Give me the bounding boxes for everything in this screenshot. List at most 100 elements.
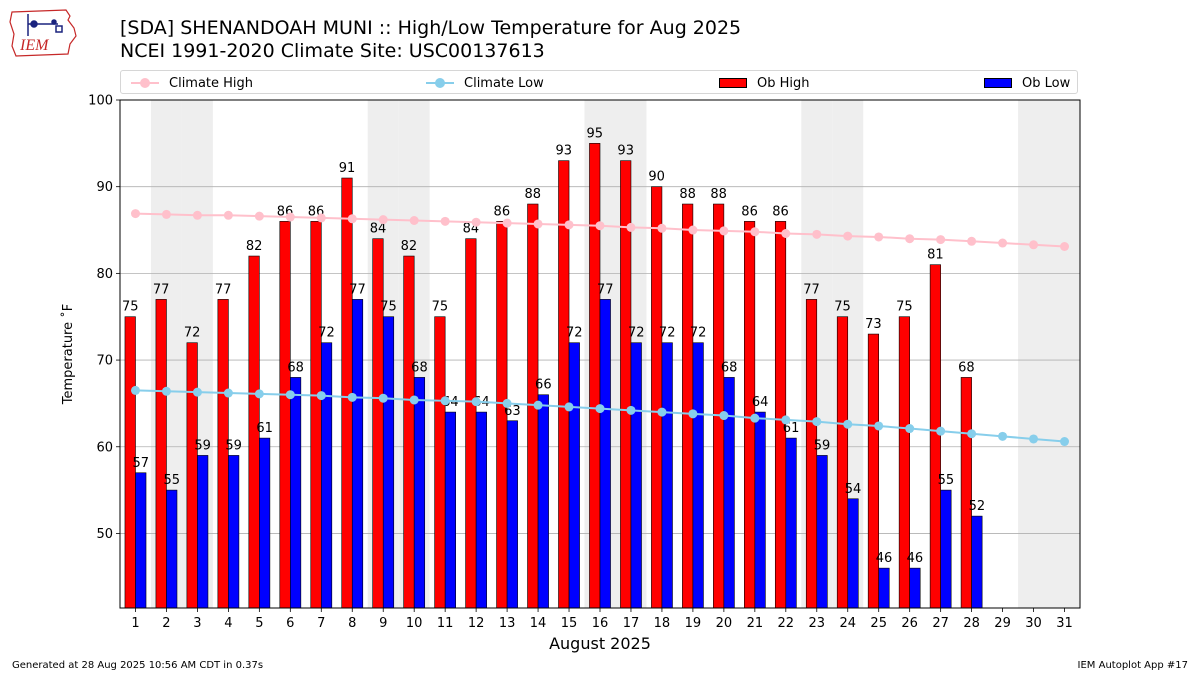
x-tick-label: 27: [932, 616, 949, 631]
climate-high-point: [564, 220, 574, 230]
climate-high-point: [750, 227, 760, 237]
climate-low-point: [285, 390, 295, 400]
x-tick-label: 25: [870, 616, 887, 631]
climate-high-point: [502, 218, 512, 228]
ob-low-bar: [630, 342, 642, 609]
ob-high-bar: [774, 221, 787, 609]
x-tick-label: 30: [1025, 616, 1042, 631]
climate-low-point: [688, 409, 698, 419]
ob-high-value-label: 88: [525, 187, 542, 202]
app-credit: IEM Autoplot App #17: [1077, 660, 1188, 671]
y-tick-label: 50: [96, 527, 113, 542]
ob-low-swatch: [984, 78, 1012, 88]
ob-low-bar: [537, 394, 549, 609]
legend-climate-high: Climate High: [131, 71, 253, 95]
climate-high-point: [223, 210, 233, 220]
ob-low-value-label: 68: [411, 360, 428, 375]
legend-ob-high-label: Ob High: [757, 75, 810, 91]
ob-low-bar: [568, 342, 580, 609]
y-tick-label: 90: [96, 180, 113, 195]
x-tick-label: 28: [963, 616, 980, 631]
climate-low-point: [781, 415, 791, 425]
climate-low-point: [657, 407, 667, 417]
y-tick-label: 60: [96, 440, 113, 455]
climate-low-point: [967, 429, 977, 439]
ob-low-bar: [166, 489, 178, 609]
ob-high-value-label: 93: [617, 144, 634, 159]
x-tick-label: 20: [716, 616, 733, 631]
ob-low-bar: [475, 411, 487, 609]
climate-low-point: [1060, 437, 1070, 447]
ob-high-bar: [805, 299, 818, 609]
ob-low-value-label: 75: [380, 300, 397, 315]
y-tick-label: 100: [88, 94, 113, 109]
climate-low-point: [130, 385, 140, 395]
x-tick-label: 4: [224, 616, 232, 631]
ob-low-value-label: 72: [690, 326, 707, 341]
x-tick-label: 22: [778, 616, 795, 631]
ob-high-value-label: 82: [401, 239, 418, 254]
climate-low-point: [936, 426, 946, 436]
legend-ob-low-label: Ob Low: [1022, 75, 1071, 91]
weekend-band: [1018, 100, 1050, 608]
climate-low-point: [409, 395, 419, 405]
ob-high-bar: [682, 203, 694, 609]
ob-low-value-label: 59: [194, 438, 211, 453]
climate-low-point: [812, 417, 822, 427]
x-tick-label: 29: [994, 616, 1011, 631]
climate-low-point: [874, 421, 884, 431]
ob-high-value-label: 93: [555, 144, 572, 159]
ob-low-bar: [909, 567, 921, 609]
ob-low-bar: [940, 489, 952, 609]
x-tick-label: 10: [406, 616, 423, 631]
legend-climate-low: Climate Low: [426, 71, 544, 95]
ob-high-value-label: 73: [865, 317, 882, 332]
climate-low-point: [378, 393, 388, 403]
ob-low-value-label: 54: [845, 482, 862, 497]
ob-high-bar: [372, 238, 384, 609]
ob-low-bar: [228, 455, 240, 609]
ob-high-value-label: 84: [370, 222, 387, 237]
ob-high-value-label: 77: [153, 282, 170, 297]
x-tick-label: 6: [286, 616, 294, 631]
climate-low-point: [905, 424, 915, 434]
x-tick-label: 31: [1056, 616, 1073, 631]
x-tick-label: 5: [255, 616, 263, 631]
x-tick-label: 11: [437, 616, 454, 631]
ob-low-bar: [692, 342, 704, 609]
ob-high-bar: [310, 221, 322, 609]
climate-high-swatch: [131, 78, 159, 88]
climate-low-point: [254, 389, 264, 399]
climate-high-point: [285, 212, 295, 222]
climate-high-point: [905, 234, 915, 244]
climate-high-point: [874, 232, 884, 242]
ob-high-value-label: 86: [741, 204, 758, 219]
climate-high-point: [626, 222, 636, 232]
climate-high-point: [998, 238, 1008, 248]
logo-text: IEM: [19, 37, 50, 54]
ob-low-value-label: 77: [349, 282, 366, 297]
ob-low-bar: [661, 342, 673, 609]
ob-high-bar: [589, 143, 601, 609]
ob-high-value-label: 88: [679, 187, 696, 202]
ob-high-bar: [403, 255, 415, 609]
ob-high-bar: [279, 221, 291, 609]
ob-low-bar: [971, 515, 983, 609]
ob-low-value-label: 46: [876, 551, 893, 566]
legend-climate-low-label: Climate Low: [464, 75, 544, 91]
climate-high-point: [657, 223, 667, 233]
ob-low-value-label: 68: [287, 360, 304, 375]
climate-low-point: [347, 392, 357, 402]
ob-low-bar: [290, 377, 302, 609]
climate-low-point: [316, 391, 326, 401]
ob-low-value-label: 77: [597, 282, 614, 297]
ob-high-value-label: 82: [246, 239, 263, 254]
x-axis-label: August 2025: [549, 634, 651, 653]
climate-low-swatch: [426, 78, 454, 88]
ob-low-bar: [444, 411, 456, 609]
ob-high-value-label: 75: [834, 300, 851, 315]
climate-high-point: [1029, 240, 1039, 250]
ob-high-bar: [651, 186, 663, 609]
ob-high-bar: [155, 299, 167, 609]
